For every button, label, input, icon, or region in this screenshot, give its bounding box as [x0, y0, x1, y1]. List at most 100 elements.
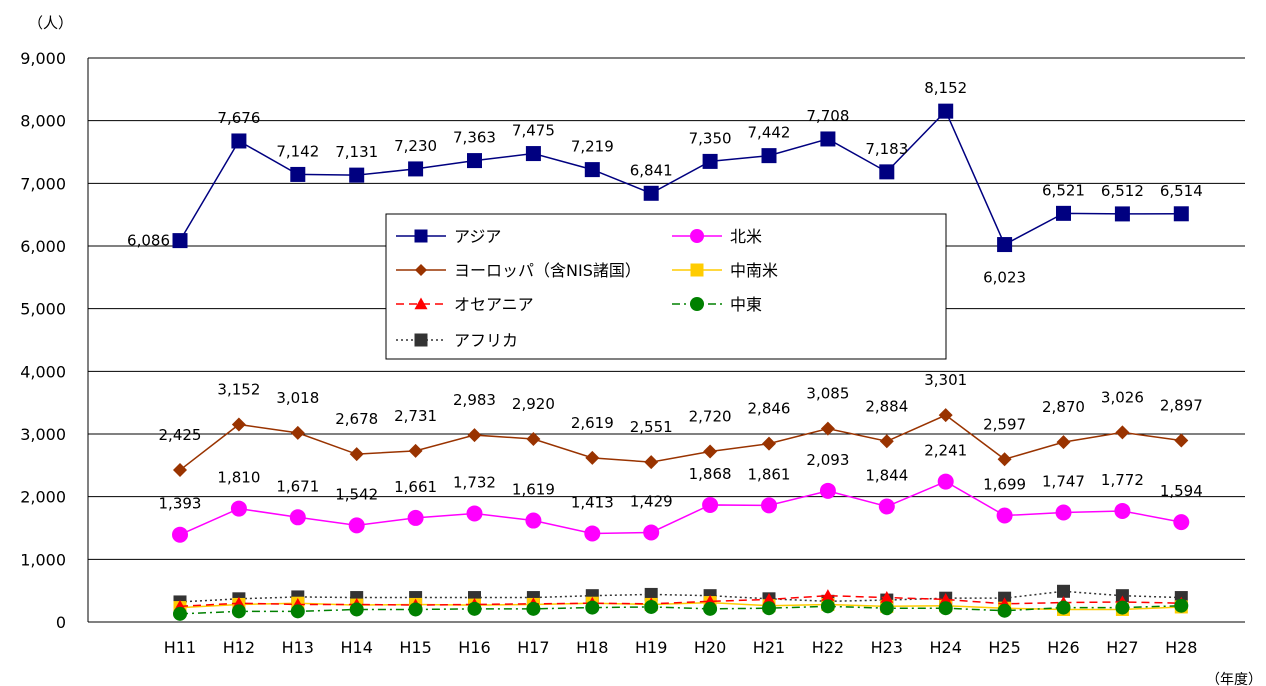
x-tick-label: H14 — [341, 638, 373, 657]
data-point — [997, 452, 1012, 467]
x-axis: H11 H12 H13 H14 H15 H16 H17 H18 H19 H20 H21 H22 H23 H… — [164, 638, 1198, 657]
data-label: 2,870 — [1042, 398, 1085, 416]
data-point — [1057, 584, 1070, 598]
data-point — [879, 601, 894, 616]
legend-item: アフリカ — [396, 331, 518, 350]
data-point — [644, 599, 659, 614]
data-label: 1,699 — [983, 476, 1026, 494]
data-point — [820, 131, 836, 147]
x-tick-label: H28 — [1165, 638, 1197, 657]
data-label: 1,619 — [512, 481, 555, 499]
x-tick-label: H15 — [399, 638, 431, 657]
data-label: 7,475 — [512, 122, 555, 140]
legend-item: ヨーロッパ（含NIS諸国） — [396, 261, 641, 280]
data-point — [879, 434, 894, 449]
data-point — [938, 103, 954, 119]
x-tick-label: H25 — [988, 638, 1020, 657]
data-label: 2,551 — [630, 418, 673, 436]
data-label: 2,897 — [1160, 396, 1203, 414]
data-label: 2,720 — [689, 408, 732, 426]
data-point — [1114, 502, 1131, 519]
data-label: 1,732 — [453, 473, 496, 491]
data-point — [997, 603, 1012, 618]
y-tick-label: 4,000 — [20, 362, 66, 381]
data-label: 2,425 — [159, 426, 202, 444]
data-point — [290, 425, 305, 440]
data-point — [761, 497, 777, 514]
data-label: 1,661 — [394, 478, 437, 496]
data-point — [407, 509, 424, 526]
data-point — [349, 602, 364, 617]
data-label: 6,086 — [127, 232, 170, 250]
data-label: 3,301 — [924, 371, 967, 389]
data-label: 2,597 — [983, 415, 1026, 433]
series-1 — [172, 473, 1190, 543]
x-tick-label: H13 — [282, 638, 314, 657]
data-label: 2,731 — [394, 407, 437, 425]
data-point — [231, 417, 246, 432]
data-label: 7,708 — [806, 107, 849, 125]
x-tick-label: H18 — [576, 638, 608, 657]
data-label: 3,026 — [1101, 388, 1144, 406]
data-label: 1,393 — [159, 495, 202, 513]
x-tick-label: H23 — [871, 638, 903, 657]
data-point — [939, 592, 953, 605]
data-point — [467, 601, 482, 616]
data-point — [997, 237, 1013, 253]
legend-label: アフリカ — [454, 331, 518, 350]
legend-label: 中東 — [730, 295, 762, 314]
legend-marker — [414, 229, 428, 243]
legend-box — [385, 213, 947, 360]
data-point — [1055, 504, 1072, 521]
data-point — [1173, 206, 1189, 222]
data-label: 2,983 — [453, 391, 496, 409]
legend-item: オセアニア — [396, 295, 534, 314]
data-label: 7,350 — [689, 129, 732, 147]
series-layer — [172, 103, 1190, 621]
data-label: 7,183 — [865, 140, 908, 158]
series-line — [179, 601, 1182, 611]
data-label: 6,023 — [983, 269, 1026, 287]
series-line — [179, 590, 1182, 603]
data-label: 2,619 — [571, 414, 614, 432]
data-label: 6,514 — [1160, 182, 1203, 200]
data-label: 7,131 — [335, 143, 378, 161]
data-point — [1174, 433, 1189, 448]
data-point — [1056, 600, 1071, 615]
legend-item: 中東 — [672, 295, 762, 314]
series-line — [179, 480, 1182, 536]
data-label: 1,844 — [865, 466, 908, 484]
data-point — [762, 436, 776, 451]
x-tick-label: H22 — [812, 638, 844, 657]
data-point — [938, 601, 953, 616]
data-point — [408, 443, 423, 458]
data-label: 2,884 — [865, 397, 908, 415]
data-point — [703, 444, 718, 459]
data-point — [996, 507, 1013, 524]
legend-label: オセアニア — [454, 295, 534, 314]
data-label: 1,429 — [630, 492, 673, 510]
data-label: 1,594 — [1160, 482, 1203, 500]
series-3 — [173, 596, 1188, 616]
x-axis-title: （年度） — [1206, 672, 1262, 686]
data-point — [762, 601, 776, 616]
data-label: 7,363 — [453, 129, 496, 147]
x-tick-label: H11 — [164, 638, 196, 657]
y-tick-label: 3,000 — [20, 425, 66, 444]
data-label: 7,142 — [276, 142, 319, 160]
data-point — [466, 505, 483, 522]
data-point — [644, 587, 658, 601]
data-point — [290, 604, 305, 619]
data-point — [349, 447, 364, 462]
data-label: 1,671 — [276, 477, 319, 495]
data-label: 1,747 — [1042, 473, 1085, 491]
data-point — [1174, 598, 1189, 613]
series-2 — [173, 408, 1189, 478]
data-label: 3,085 — [806, 385, 849, 403]
data-point — [937, 473, 954, 490]
data-label: 1,542 — [335, 485, 378, 503]
legend-label: 北米 — [730, 227, 762, 246]
data-point — [1114, 206, 1130, 222]
data-point — [408, 602, 423, 617]
